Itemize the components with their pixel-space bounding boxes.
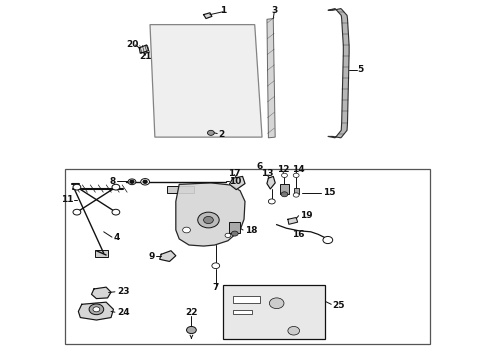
- Circle shape: [128, 179, 136, 185]
- Bar: [233, 296, 260, 303]
- Circle shape: [288, 327, 299, 335]
- Text: 21: 21: [139, 52, 151, 61]
- Text: 7: 7: [213, 283, 219, 292]
- Text: 19: 19: [299, 211, 312, 220]
- Polygon shape: [267, 18, 275, 138]
- FancyArrowPatch shape: [190, 335, 193, 338]
- Circle shape: [112, 209, 120, 215]
- Circle shape: [212, 263, 220, 269]
- Circle shape: [269, 199, 275, 204]
- Polygon shape: [139, 45, 148, 53]
- Polygon shape: [160, 251, 176, 261]
- Text: 13: 13: [261, 169, 273, 178]
- Circle shape: [293, 173, 299, 177]
- Bar: [280, 184, 289, 194]
- Circle shape: [198, 212, 219, 228]
- Text: 22: 22: [185, 308, 197, 317]
- Polygon shape: [203, 13, 212, 18]
- Circle shape: [73, 184, 81, 190]
- Text: 25: 25: [333, 301, 345, 310]
- Polygon shape: [78, 302, 114, 320]
- Text: 11: 11: [61, 195, 74, 204]
- Text: 20: 20: [126, 40, 138, 49]
- Polygon shape: [288, 217, 297, 224]
- Circle shape: [143, 180, 147, 183]
- Circle shape: [281, 192, 288, 197]
- Circle shape: [323, 237, 333, 244]
- Text: 15: 15: [323, 188, 336, 197]
- Text: 3: 3: [271, 6, 277, 15]
- Polygon shape: [150, 24, 262, 137]
- Bar: [96, 250, 108, 257]
- Text: 14: 14: [292, 166, 305, 175]
- Circle shape: [225, 233, 231, 238]
- Circle shape: [293, 193, 299, 197]
- Text: 5: 5: [357, 66, 363, 75]
- Text: 16: 16: [293, 230, 305, 239]
- Polygon shape: [328, 9, 349, 138]
- Text: 4: 4: [114, 233, 120, 242]
- Text: 10: 10: [229, 176, 242, 185]
- Polygon shape: [176, 183, 245, 246]
- Circle shape: [187, 327, 196, 334]
- Text: 24: 24: [117, 308, 130, 317]
- Bar: [233, 310, 252, 314]
- Text: 9: 9: [148, 252, 155, 261]
- Circle shape: [282, 173, 288, 177]
- Circle shape: [141, 179, 149, 185]
- Circle shape: [183, 227, 191, 233]
- Circle shape: [112, 184, 120, 190]
- Bar: [229, 222, 240, 233]
- Circle shape: [130, 180, 134, 183]
- Circle shape: [207, 130, 214, 135]
- Circle shape: [93, 307, 100, 312]
- Text: 18: 18: [245, 226, 258, 235]
- Bar: [294, 188, 298, 194]
- Bar: [223, 285, 325, 339]
- Text: 17: 17: [228, 169, 241, 178]
- Circle shape: [231, 231, 238, 236]
- Polygon shape: [229, 176, 245, 190]
- Circle shape: [73, 209, 81, 215]
- Circle shape: [203, 216, 213, 224]
- Text: 23: 23: [117, 287, 129, 296]
- Text: 12: 12: [277, 166, 289, 175]
- Circle shape: [270, 298, 284, 309]
- Bar: [167, 186, 194, 193]
- Text: 1: 1: [220, 6, 226, 15]
- Text: 8: 8: [110, 176, 116, 185]
- Text: 6: 6: [256, 162, 263, 171]
- Circle shape: [89, 304, 104, 315]
- Bar: [65, 169, 430, 344]
- Text: 2: 2: [218, 130, 224, 139]
- Polygon shape: [267, 176, 275, 189]
- Polygon shape: [92, 287, 111, 298]
